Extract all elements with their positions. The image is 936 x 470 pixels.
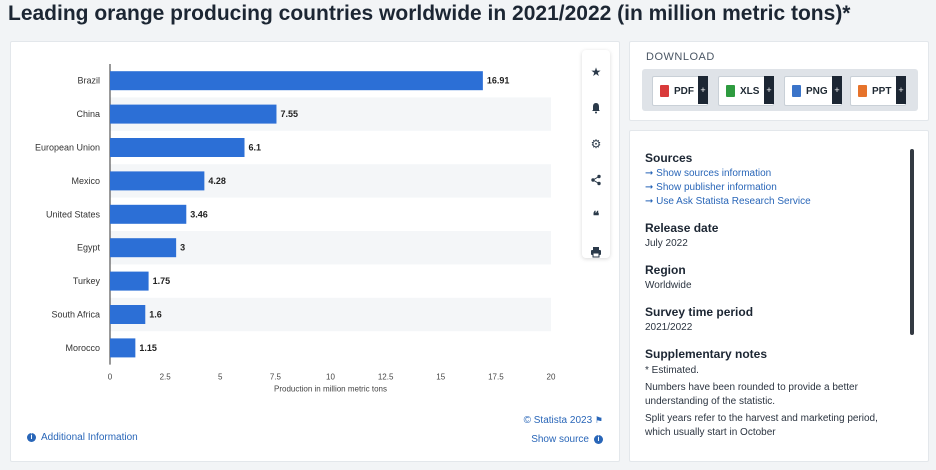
info-scrollbar[interactable] <box>910 149 914 335</box>
category-label: Turkey <box>73 276 101 286</box>
info-card: Sources ➞ Show sources information ➞ Sho… <box>629 130 929 462</box>
bar-egypt <box>110 238 177 258</box>
value-label: 7.55 <box>280 109 298 119</box>
category-label: Mexico <box>71 176 100 186</box>
flag-icon: ⚑ <box>594 415 603 425</box>
bar-european-union <box>110 138 245 157</box>
x-tick-label: 12.5 <box>378 373 394 382</box>
x-tick-label: 0 <box>108 373 113 382</box>
download-pdf-label: PDF <box>674 85 694 97</box>
region-value: Worldwide <box>645 280 692 291</box>
category-label: European Union <box>35 143 100 153</box>
note-split-years: Split years refer to the harvest and mar… <box>645 413 878 438</box>
x-tick-label: 5 <box>218 373 223 382</box>
ask-statista-link[interactable]: ➞ Use Ask Statista Research Service <box>645 196 811 207</box>
note-estimated: * Estimated. <box>645 365 699 376</box>
category-label: Morocco <box>65 343 100 353</box>
png-file-icon <box>792 85 801 97</box>
share-icon[interactable] <box>582 162 610 198</box>
download-card: DOWNLOAD PDF + XLS + PNG + PPT + <box>629 41 929 121</box>
additional-information-label: Additional Information <box>41 432 138 443</box>
copyright-label: © Statista 2023 <box>523 415 593 426</box>
show-source-link[interactable]: Show source i <box>531 434 603 445</box>
download-ppt-label: PPT <box>872 85 892 97</box>
print-icon[interactable] <box>582 234 610 270</box>
plus-icon: + <box>764 76 774 104</box>
pdf-file-icon <box>660 85 669 97</box>
download-xls-label: XLS <box>740 85 760 97</box>
bar-mexico <box>110 171 205 191</box>
show-publisher-link[interactable]: ➞ Show publisher information <box>645 182 777 193</box>
survey-period-value: 2021/2022 <box>645 322 693 333</box>
value-label: 16.91 <box>487 76 510 86</box>
release-date-heading: Release date <box>645 221 719 235</box>
bar-south-africa <box>110 305 146 324</box>
bar-china <box>110 104 277 124</box>
ppt-file-icon <box>858 85 867 97</box>
bar-morocco <box>110 338 136 358</box>
row-band <box>110 231 551 265</box>
value-label: 1.6 <box>149 310 162 320</box>
copyright-text[interactable]: © Statista 2023 ⚑ <box>524 415 603 426</box>
plus-icon: + <box>698 76 708 104</box>
gear-icon[interactable]: ⚙ <box>590 137 602 151</box>
category-label: China <box>76 109 100 119</box>
survey-period-heading: Survey time period <box>645 305 754 319</box>
download-xls-button[interactable]: XLS + <box>718 76 774 106</box>
xls-file-icon <box>726 85 735 97</box>
category-label: South Africa <box>51 310 100 320</box>
supplementary-notes-heading: Supplementary notes <box>645 347 768 361</box>
value-label: 3.46 <box>190 209 208 219</box>
sources-heading: Sources <box>645 151 693 165</box>
x-tick-label: 10 <box>326 373 335 382</box>
show-sources-link[interactable]: ➞ Show sources information <box>645 168 772 179</box>
bar-brazil <box>110 71 483 91</box>
value-label: 6.1 <box>249 143 262 153</box>
chart-card: Brazil 16.91 China 7.55 European Union 6.1 Mex… <box>10 41 620 462</box>
value-label: 4.28 <box>208 176 226 186</box>
category-label: Brazil <box>77 76 100 86</box>
additional-information-link[interactable]: i Additional Information <box>27 432 138 443</box>
row-band <box>110 297 551 332</box>
info-icon: i <box>594 435 603 444</box>
download-pdf-button[interactable]: PDF + <box>652 76 708 106</box>
x-tick-label: 20 <box>547 373 556 382</box>
x-axis-label: Production in million metric tons <box>274 385 387 394</box>
download-ppt-button[interactable]: PPT + <box>850 76 906 106</box>
download-label: DOWNLOAD <box>646 51 715 63</box>
show-publisher-label: Show publisher information <box>656 182 777 193</box>
chart-toolbar: ★ ⚙ ❝ <box>582 50 610 258</box>
value-label: 1.15 <box>139 343 157 353</box>
note-rounded: Numbers have been rounded to provide a b… <box>645 382 858 407</box>
show-source-label: Show source <box>531 434 589 445</box>
x-tick-label: 7.5 <box>270 373 282 382</box>
release-date-value: July 2022 <box>645 238 688 249</box>
quote-icon[interactable]: ❝ <box>592 209 600 223</box>
star-icon[interactable]: ★ <box>590 65 602 79</box>
ask-statista-label: Use Ask Statista Research Service <box>656 196 811 207</box>
value-label: 1.75 <box>153 276 171 286</box>
x-tick-label: 17.5 <box>488 373 504 382</box>
bar-united-states <box>110 204 187 224</box>
plus-icon: + <box>896 76 906 104</box>
x-tick-label: 15 <box>436 373 445 382</box>
download-buttons: PDF + XLS + PNG + PPT + <box>642 69 918 111</box>
plus-icon: + <box>832 76 842 104</box>
region-heading: Region <box>645 263 686 277</box>
download-png-button[interactable]: PNG + <box>784 76 842 106</box>
show-sources-label: Show sources information <box>656 168 772 179</box>
bar-turkey <box>110 271 149 291</box>
x-tick-label: 2.5 <box>160 373 172 382</box>
value-label: 3 <box>180 243 185 253</box>
category-label: Egypt <box>77 243 101 253</box>
page-title: Leading orange producing countries world… <box>8 2 851 25</box>
download-png-label: PNG <box>806 85 828 97</box>
category-label: United States <box>46 209 101 219</box>
info-content: Sources ➞ Show sources information ➞ Sho… <box>645 151 905 443</box>
info-icon: i <box>27 433 36 442</box>
bell-icon[interactable] <box>582 90 610 126</box>
